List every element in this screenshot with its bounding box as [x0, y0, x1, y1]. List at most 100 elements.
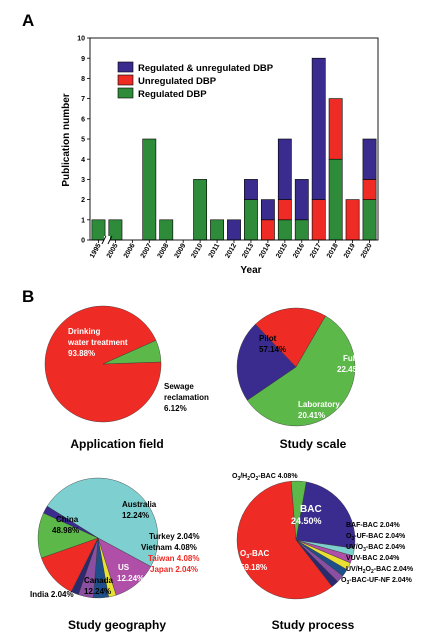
pie4-slice-o3-h2o2-bac: [290, 480, 307, 541]
x-tick-label: 2008: [157, 242, 171, 259]
label-drinking-water-2: water treatment: [67, 338, 128, 347]
bars: [91, 57, 377, 241]
label-baf-bac: BAF-BAC 2.04%: [346, 522, 400, 529]
label-turkey: Turkey 2.04%: [149, 532, 200, 541]
pie-application-field: Drinking water treatment 93.88% Sewage r…: [44, 305, 209, 451]
bar-2020-series-2: [362, 138, 377, 180]
label-australia: Australia: [122, 500, 157, 509]
y-tick-label: 1: [81, 217, 85, 224]
axis-break-mark: [101, 235, 107, 245]
label-laboratory: Laboratory: [298, 400, 340, 409]
label-sewage-pct: 6.12%: [164, 404, 187, 413]
y-ticks: 0 1 2 3 4 5 6 7 8 9 10: [77, 36, 90, 245]
pie2-slice-full: [236, 323, 297, 401]
bar-2013-series-2: [244, 179, 258, 200]
label-india: India 2.04%: [30, 590, 74, 599]
y-tick-label: 9: [81, 56, 85, 63]
x-tick-label: 2012: [224, 242, 238, 259]
y-tick-label: 3: [81, 177, 85, 184]
legend-label-regulated: Regulated DBP: [138, 89, 207, 100]
y-tick-label: 8: [81, 76, 85, 83]
pie4-slice-o3-bac: [236, 480, 333, 600]
pie-title-study-process: Study process: [272, 618, 355, 632]
y-tick-label: 5: [81, 137, 85, 144]
y-tick-label: 2: [81, 197, 85, 204]
legend-swatch-both: [117, 61, 134, 73]
label-canada-pct: 12.24%: [84, 587, 111, 596]
bar-2016-series-2: [294, 179, 309, 221]
x-tick-label: 2018: [326, 242, 340, 259]
label-full-pct: 22.45%: [337, 365, 364, 374]
pie-application-field-slices: [44, 305, 162, 423]
y-tick-label: 6: [81, 116, 85, 123]
bar-2005-series-0: [108, 219, 123, 241]
label-o3-bac-pct: 59.18%: [240, 563, 267, 572]
pie2-slice-laboratory: [255, 307, 326, 368]
pie-study-scale: Pilot 57.14% Full 22.45% Laboratory 20.4…: [236, 307, 364, 451]
pie2-slice-pilot: [246, 315, 356, 427]
label-bac-pct: 24.50%: [291, 516, 322, 526]
bar-2014-series-2: [260, 199, 275, 221]
x-tick-label: 2011: [208, 242, 222, 259]
bar-2017-series-2: [311, 57, 326, 200]
y-tick-label: 10: [77, 36, 85, 43]
bar-2015-series-0: [277, 219, 292, 241]
label-pilot: Pilot: [259, 334, 277, 343]
label-uv-o3-bac: UV/O3-BAC 2.04%: [346, 544, 406, 553]
label-drinking-water-1: Drinking: [68, 327, 101, 336]
x-tick-label: 2019: [343, 242, 357, 259]
label-sewage-2: reclamation: [164, 393, 209, 402]
legend-swatch-unregulated: [117, 74, 134, 86]
pie-study-process: BAC 24.50% O3-BAC 59.18% O3/H2O2-BAC 4.0…: [232, 473, 414, 632]
x-tick-label: 2020: [360, 242, 374, 259]
bar-2011-series-0: [210, 219, 224, 241]
y-tick-label: 4: [81, 157, 85, 164]
label-sewage-1: Sewage: [164, 382, 194, 391]
pie-title-study-scale: Study scale: [280, 437, 347, 451]
x-tick-label: 2009: [174, 242, 188, 259]
bar-1995-series-0: [91, 219, 106, 241]
x-axis-label: Year: [240, 265, 261, 276]
x-ticks: 1995 2005 2006 2007 2008 2009 2010 2011 2012 2013…: [89, 240, 374, 259]
bar-2015-series-1: [277, 199, 292, 221]
label-taiwan: Taiwan 4.08%: [148, 554, 199, 563]
bar-2016-series-0: [294, 219, 309, 241]
bar-2013-series-0: [244, 199, 258, 241]
pie-study-geography-slices: [37, 477, 159, 599]
pie-study-geography: China 48.98% Australia 12.24% Turkey 2.0…: [30, 477, 200, 632]
y-tick-label: 0: [81, 238, 85, 245]
pie-study-process-slices: [236, 480, 356, 600]
panel-label-a: A: [22, 11, 34, 30]
label-canada: Canada: [84, 576, 113, 585]
x-tick-label: 2017: [309, 242, 323, 259]
label-vietnam: Vietnam 4.08%: [141, 543, 197, 552]
x-tick-label: 2005: [106, 242, 120, 259]
label-bac: BAC: [300, 504, 322, 515]
pie3-slice-india: [43, 505, 99, 539]
x-tick-label: 2015: [275, 242, 289, 259]
pie1-slice-sewage-reclamation: [102, 340, 162, 365]
bar-2008-series-0: [159, 219, 174, 241]
pie-title-application-field: Application field: [70, 437, 163, 451]
label-japan: Japan 2.04%: [150, 565, 198, 574]
label-vuv-bac: VUV-BAC 2.04%: [346, 555, 400, 562]
label-us: US: [118, 563, 130, 572]
label-laboratory-pct: 20.41%: [298, 411, 325, 420]
x-tick-label: 2010: [190, 242, 204, 259]
legend-label-unregulated: Unregulated DBP: [138, 76, 217, 87]
x-tick-label: 1995: [89, 242, 103, 259]
label-o3-uf-bac: O3-UF-BAC 2.04%: [346, 533, 406, 542]
x-tick-label: 2007: [140, 242, 154, 259]
bar-2015-series-2: [277, 138, 292, 200]
label-us-pct: 12.24%: [117, 574, 144, 583]
pie3-slice-china: [46, 477, 159, 567]
axis-break-gap: [103, 236, 110, 244]
bar-2018-series-1: [328, 98, 343, 160]
bar-2020-series-0: [362, 199, 377, 241]
label-uv-h2o2-bac: UV/H2O2-BAC 2.04%: [346, 566, 414, 575]
label-drinking-water-pct: 93.88%: [68, 349, 95, 358]
pie4-slice-bac: [295, 481, 356, 549]
label-o3-h2o2-bac: O3/H2O2-BAC 4.08%: [232, 473, 298, 482]
